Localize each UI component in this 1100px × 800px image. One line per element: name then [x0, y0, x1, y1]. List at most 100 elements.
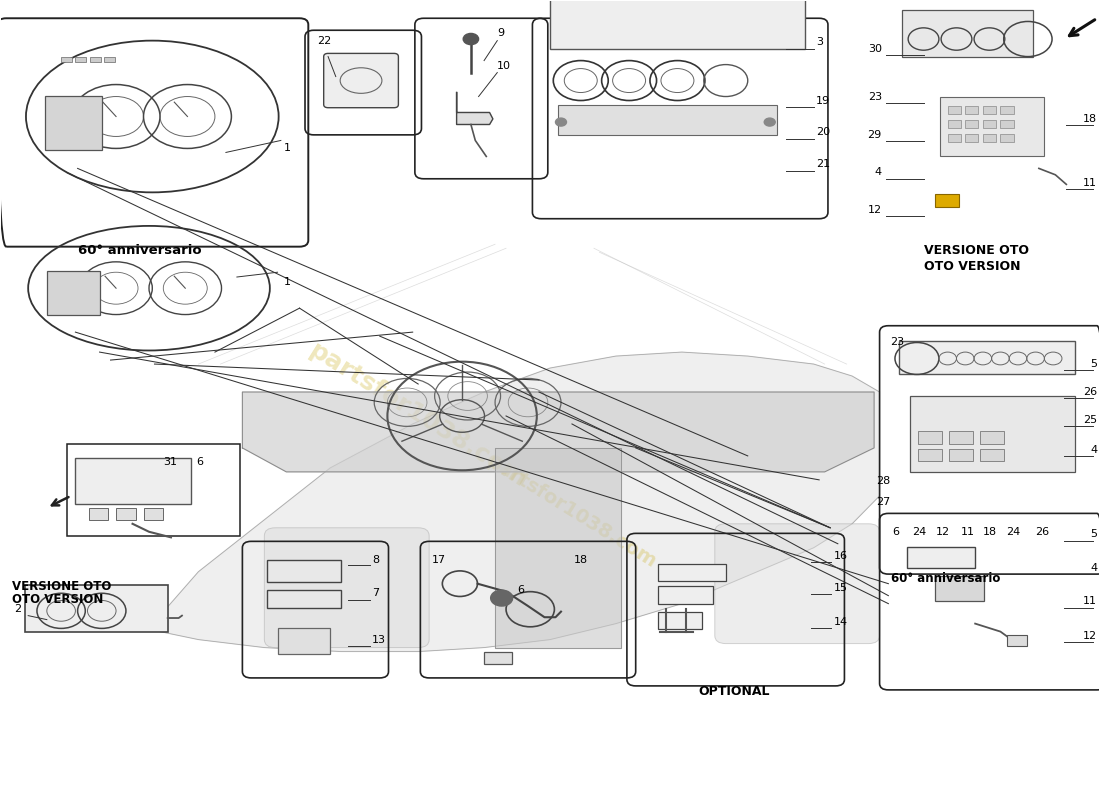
Bar [900, 341, 1075, 374]
Bar [277, 629, 330, 654]
Text: 18: 18 [982, 526, 997, 537]
Text: 27: 27 [877, 498, 891, 507]
Text: OTO VERSION: OTO VERSION [12, 594, 103, 606]
Text: 23: 23 [868, 91, 882, 102]
Text: 22: 22 [317, 36, 331, 46]
Text: 5: 5 [1090, 529, 1097, 539]
Bar [966, 106, 979, 114]
Polygon shape [495, 448, 621, 647]
Text: 19: 19 [816, 95, 831, 106]
Text: 60° anniversario: 60° anniversario [78, 244, 201, 258]
Bar [658, 586, 713, 604]
Circle shape [491, 590, 513, 606]
Bar [1006, 634, 1026, 646]
Text: VERSIONE OTO: VERSIONE OTO [924, 244, 1028, 258]
Bar [918, 431, 943, 444]
Bar [980, 449, 1003, 462]
Bar [45, 96, 102, 150]
Text: 4: 4 [874, 167, 882, 178]
Text: 29: 29 [868, 130, 882, 140]
Bar [116, 508, 135, 520]
Text: 12: 12 [936, 526, 950, 537]
Bar [940, 97, 1044, 157]
Bar [1000, 106, 1013, 114]
Bar [104, 58, 114, 62]
Bar [983, 134, 996, 142]
FancyBboxPatch shape [264, 528, 429, 647]
Bar [266, 560, 341, 582]
Bar [935, 194, 959, 206]
Text: 28: 28 [877, 477, 891, 486]
Bar [935, 576, 984, 602]
Bar [948, 134, 961, 142]
Text: 14: 14 [834, 617, 848, 627]
Polygon shape [160, 352, 880, 651]
Text: 23: 23 [891, 338, 904, 347]
Text: 8: 8 [372, 554, 379, 565]
Text: 5: 5 [1090, 359, 1097, 369]
Bar [948, 121, 961, 129]
Text: 3: 3 [816, 38, 823, 47]
Bar [949, 431, 974, 444]
Bar [90, 58, 101, 62]
Text: 18: 18 [574, 554, 589, 565]
Text: partsfor1038.com: partsfor1038.com [305, 339, 531, 493]
Bar [908, 547, 976, 568]
Text: 2: 2 [14, 604, 21, 614]
Text: 6: 6 [892, 526, 900, 537]
Text: 17: 17 [431, 554, 446, 565]
Text: 7: 7 [372, 588, 379, 598]
Bar [143, 508, 163, 520]
Text: 30: 30 [868, 44, 882, 54]
Text: OPTIONAL: OPTIONAL [698, 685, 770, 698]
Bar [911, 396, 1075, 472]
Text: 20: 20 [816, 127, 831, 138]
Text: partsfor1038.com: partsfor1038.com [484, 452, 660, 572]
Text: 6: 6 [196, 458, 204, 467]
Bar [1000, 121, 1013, 129]
Polygon shape [242, 392, 875, 472]
Text: OTO VERSION: OTO VERSION [924, 260, 1020, 274]
Text: 12: 12 [868, 205, 882, 215]
Text: 13: 13 [372, 634, 386, 645]
Text: 16: 16 [834, 550, 847, 561]
Text: 4: 4 [1090, 562, 1097, 573]
FancyBboxPatch shape [323, 54, 398, 108]
Text: VERSIONE OTO: VERSIONE OTO [12, 580, 111, 593]
Bar [25, 586, 167, 631]
Bar [948, 106, 961, 114]
Bar [62, 58, 73, 62]
Text: 11: 11 [1084, 596, 1097, 606]
Text: 11: 11 [960, 526, 975, 537]
Text: 26: 26 [1084, 387, 1097, 397]
Bar [949, 449, 974, 462]
Text: 1: 1 [284, 277, 292, 287]
Circle shape [463, 34, 478, 45]
Bar [980, 431, 1003, 444]
Text: 24: 24 [1006, 526, 1021, 537]
Text: 4: 4 [1090, 445, 1097, 454]
Bar [47, 270, 100, 315]
FancyBboxPatch shape [715, 524, 880, 643]
Bar [550, 0, 805, 49]
Text: 15: 15 [834, 582, 847, 593]
Text: 24: 24 [912, 526, 926, 537]
Bar [89, 508, 109, 520]
Bar [658, 612, 702, 630]
Bar [966, 134, 979, 142]
Text: 12: 12 [1084, 630, 1097, 641]
Text: 6: 6 [517, 585, 524, 595]
Circle shape [764, 118, 776, 126]
Bar [902, 10, 1033, 57]
Polygon shape [456, 93, 493, 125]
Bar [658, 564, 726, 582]
Bar [558, 105, 778, 135]
Text: 21: 21 [816, 159, 831, 170]
Circle shape [556, 118, 566, 126]
Text: 60° anniversario: 60° anniversario [891, 572, 1000, 585]
Text: 18: 18 [1084, 114, 1097, 124]
Text: 26: 26 [1035, 526, 1049, 537]
Bar [76, 58, 87, 62]
Bar [1000, 134, 1013, 142]
Text: 31: 31 [163, 458, 177, 467]
